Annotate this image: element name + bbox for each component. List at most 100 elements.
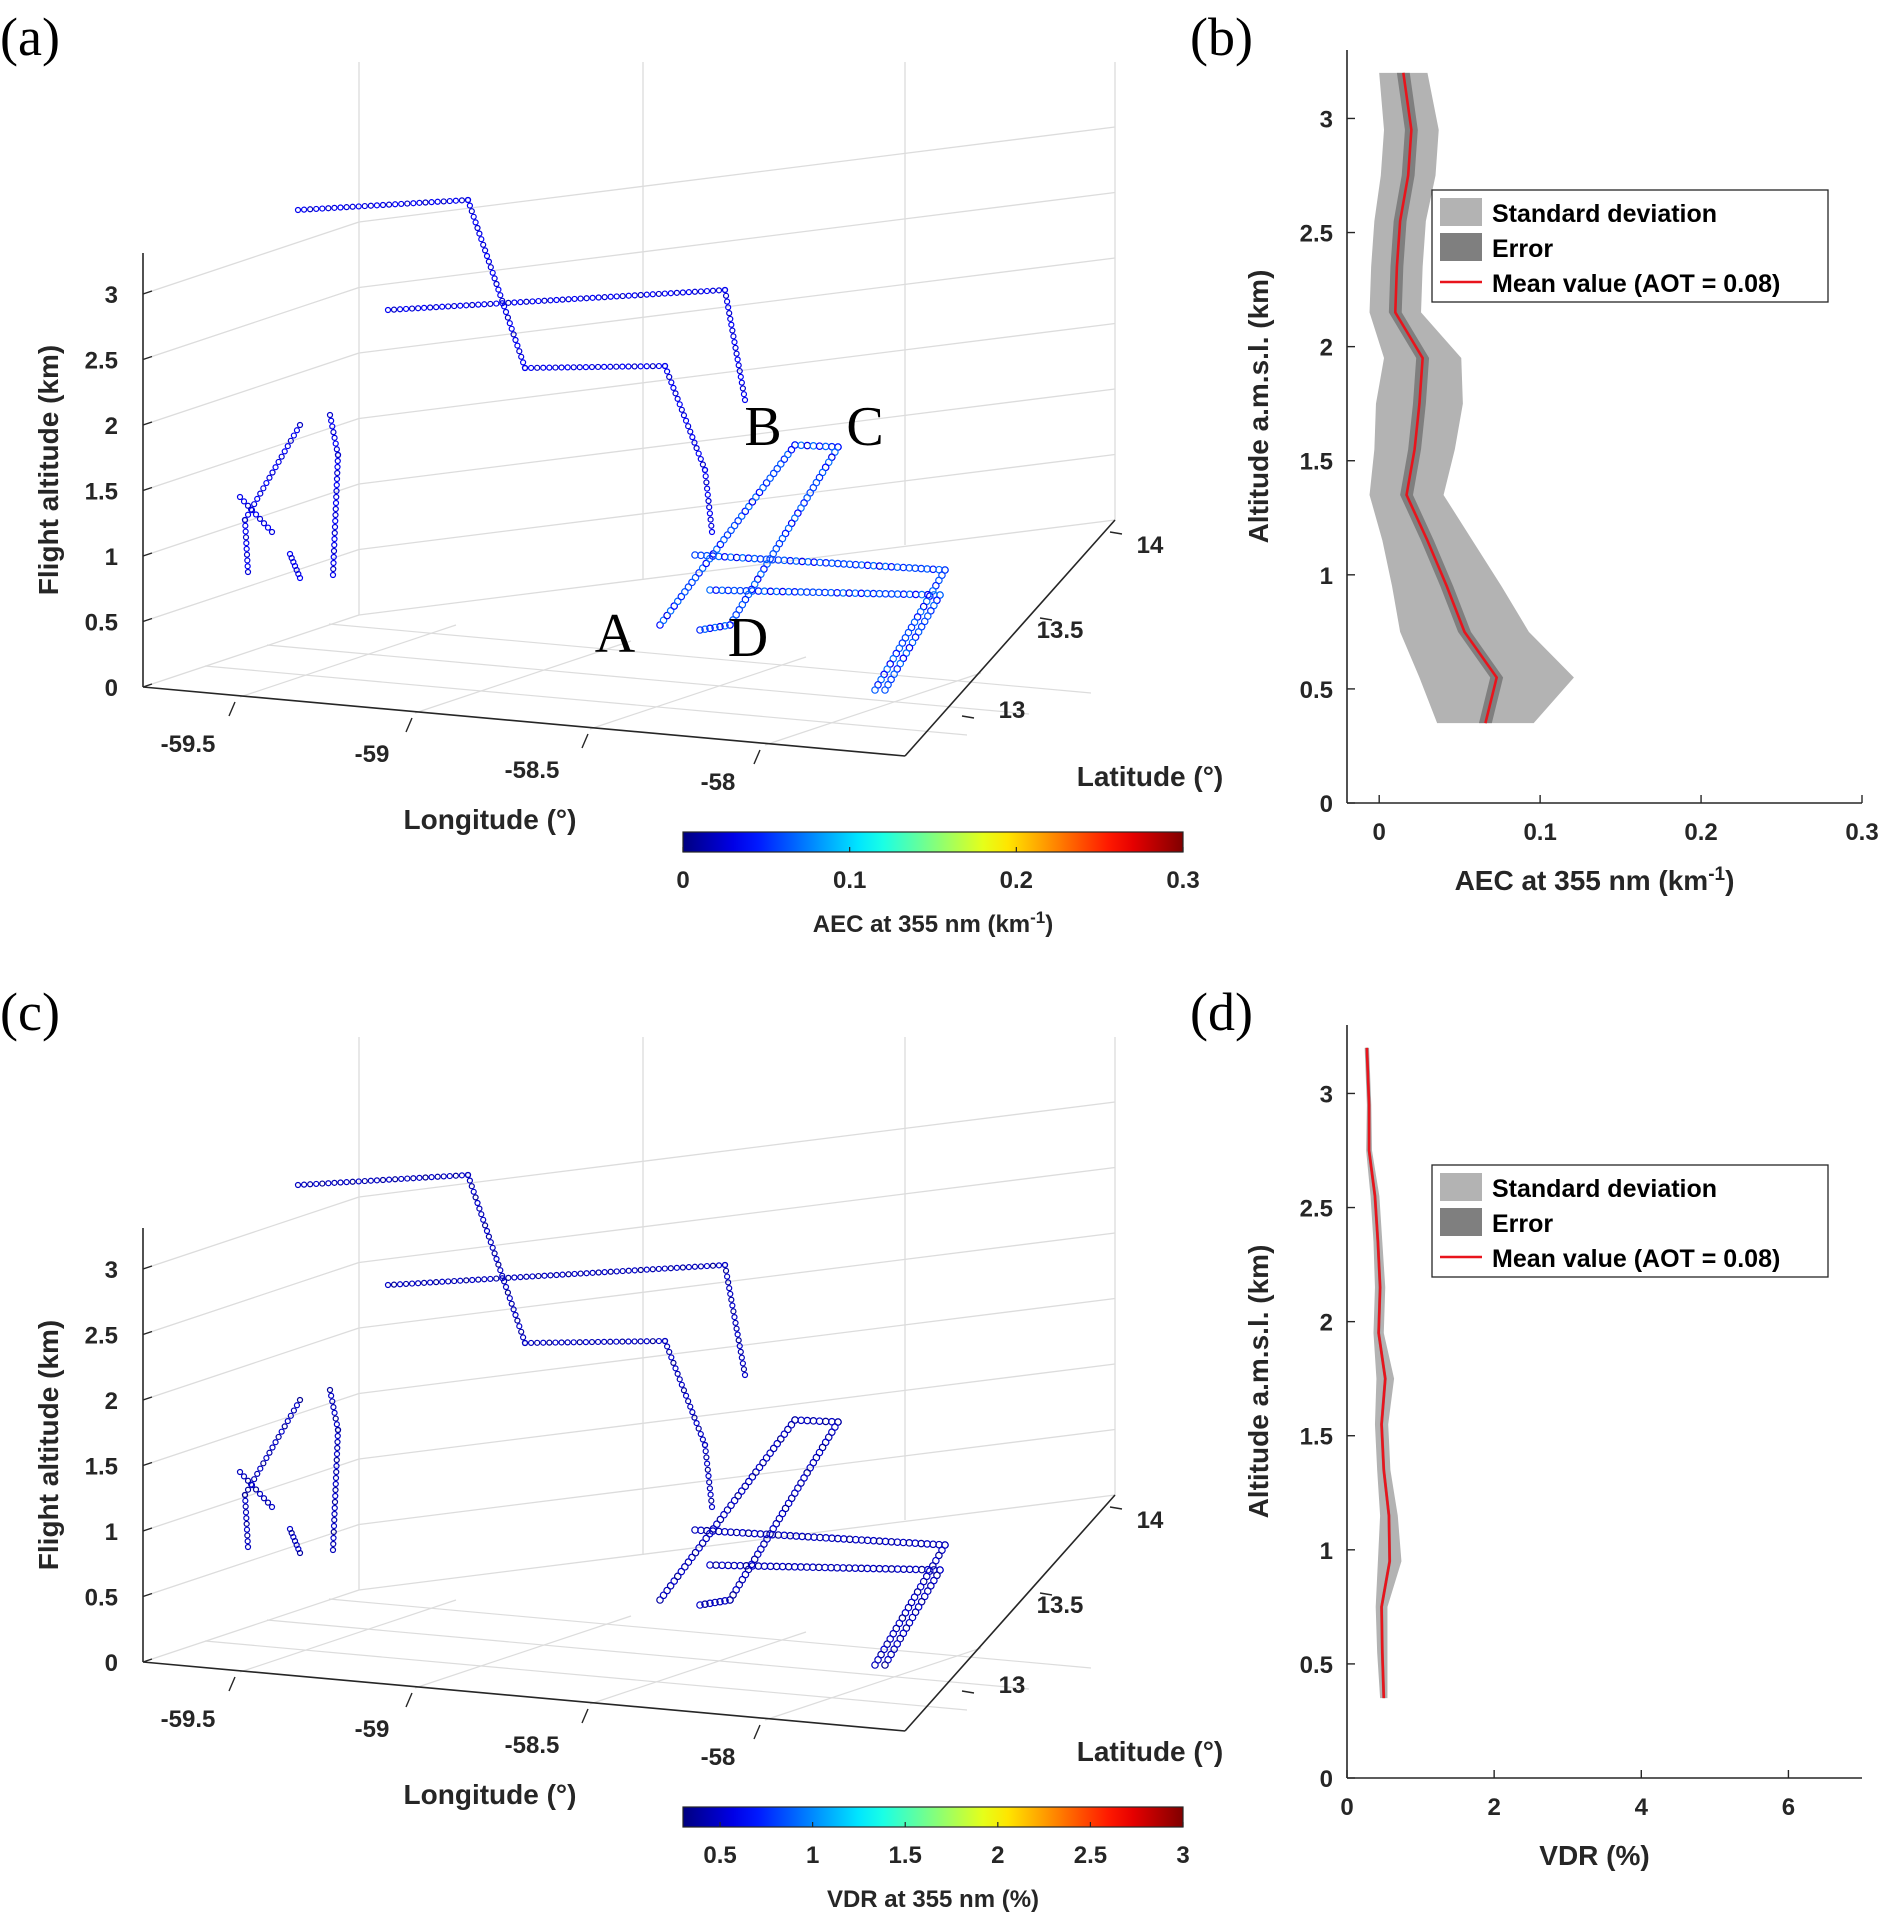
track-point — [691, 573, 700, 582]
track-point — [918, 590, 926, 599]
track-point — [845, 589, 854, 597]
track-point — [476, 1205, 483, 1212]
track-point — [899, 1565, 908, 1574]
track-point — [821, 588, 829, 597]
track-point — [445, 1278, 452, 1285]
track-point — [663, 1586, 671, 1595]
track-point — [730, 586, 739, 595]
track-point — [893, 1565, 902, 1573]
track-point — [656, 1596, 664, 1604]
track-point — [724, 1561, 732, 1570]
track-point — [911, 590, 920, 599]
track-point — [385, 201, 393, 208]
track-point — [724, 298, 731, 305]
track-point — [349, 203, 356, 210]
z-tick — [142, 1658, 153, 1663]
track-point — [445, 303, 452, 310]
track-point — [504, 314, 511, 321]
track-point — [754, 1562, 763, 1570]
x-axis-line — [142, 686, 906, 757]
track-point — [236, 493, 244, 501]
panel-profile-1: 0 0.1 0.2 0.3 0 0.5 1 1.5 2 2.5 3 AEC at 355 nm (km… — [1190, 7, 1879, 896]
track-point — [451, 1277, 458, 1285]
track-point — [899, 590, 908, 599]
track-point — [772, 1562, 781, 1571]
track-point — [730, 521, 739, 530]
track-point — [693, 445, 700, 452]
track-point — [815, 442, 824, 450]
track-point — [727, 526, 735, 535]
track-point — [682, 417, 690, 424]
track-point — [723, 1506, 732, 1514]
track-point — [703, 479, 710, 486]
grid-line — [142, 286, 360, 361]
track-point — [483, 1227, 491, 1235]
track-point — [737, 1487, 746, 1495]
track-point — [625, 363, 632, 370]
z-tick — [142, 552, 153, 557]
track-point — [601, 363, 608, 370]
grid-line — [764, 672, 982, 746]
grid-line — [142, 221, 360, 295]
track-point — [724, 1273, 731, 1280]
track-point — [711, 1598, 719, 1607]
track-point — [796, 588, 805, 596]
track-point — [918, 1565, 926, 1574]
track-point — [326, 411, 334, 419]
track-point — [290, 1407, 297, 1414]
track-point — [715, 287, 723, 294]
track-point — [809, 442, 818, 450]
track-point — [709, 1262, 717, 1269]
track-point — [458, 1172, 466, 1179]
track-point — [725, 1279, 732, 1286]
track-point — [414, 305, 422, 312]
track-point — [790, 1563, 799, 1571]
track-point — [803, 1563, 811, 1571]
colorbar-tick-label: 1.5 — [889, 1842, 922, 1869]
track-point — [887, 590, 896, 598]
track-point — [687, 428, 694, 435]
track-point — [553, 296, 560, 304]
track-point — [676, 401, 683, 408]
track-point — [821, 1563, 829, 1572]
track-point — [731, 339, 738, 346]
track-point — [257, 490, 264, 497]
track-point — [697, 1430, 704, 1438]
track-point — [791, 441, 799, 449]
track-point — [607, 363, 614, 370]
y-tick — [961, 715, 975, 719]
track-point — [244, 1486, 252, 1493]
track-point — [697, 1263, 705, 1270]
track-point — [730, 1496, 739, 1505]
track-point — [703, 287, 711, 295]
panel-3d-0: 0 0.5 1 1.5 2 2.5 3 -59.5 -59 -58.5 -58 13 13.5 14 Lon… — [0, 7, 1223, 938]
track-point — [244, 1543, 252, 1551]
track-point — [422, 199, 429, 206]
track-point — [242, 1497, 249, 1504]
track-point — [684, 583, 693, 591]
track-point — [673, 289, 680, 296]
track-point — [475, 1276, 482, 1283]
track-point — [674, 1370, 681, 1377]
track-point — [332, 1415, 339, 1422]
track-point — [300, 1181, 308, 1188]
track-point — [736, 1342, 743, 1350]
grid-line — [358, 1428, 1116, 1526]
track-point — [355, 1178, 362, 1185]
z-tick-label: 1.5 — [85, 479, 118, 506]
track-point — [252, 511, 260, 518]
track-point — [487, 300, 494, 308]
track-point — [607, 1338, 614, 1345]
track-point — [681, 588, 689, 596]
colorbar-tick-label: 2 — [991, 1842, 1004, 1869]
track-point — [502, 1283, 510, 1291]
z-axis-label: Flight altitude (km) — [33, 1320, 64, 1570]
panel-label: (a) — [0, 7, 60, 67]
track-point — [266, 1449, 273, 1456]
track-point — [780, 455, 789, 464]
track-point — [697, 288, 705, 295]
track-point — [535, 1272, 542, 1280]
track-point — [680, 1387, 688, 1394]
track-point — [724, 586, 732, 595]
flight-track — [236, 196, 949, 694]
